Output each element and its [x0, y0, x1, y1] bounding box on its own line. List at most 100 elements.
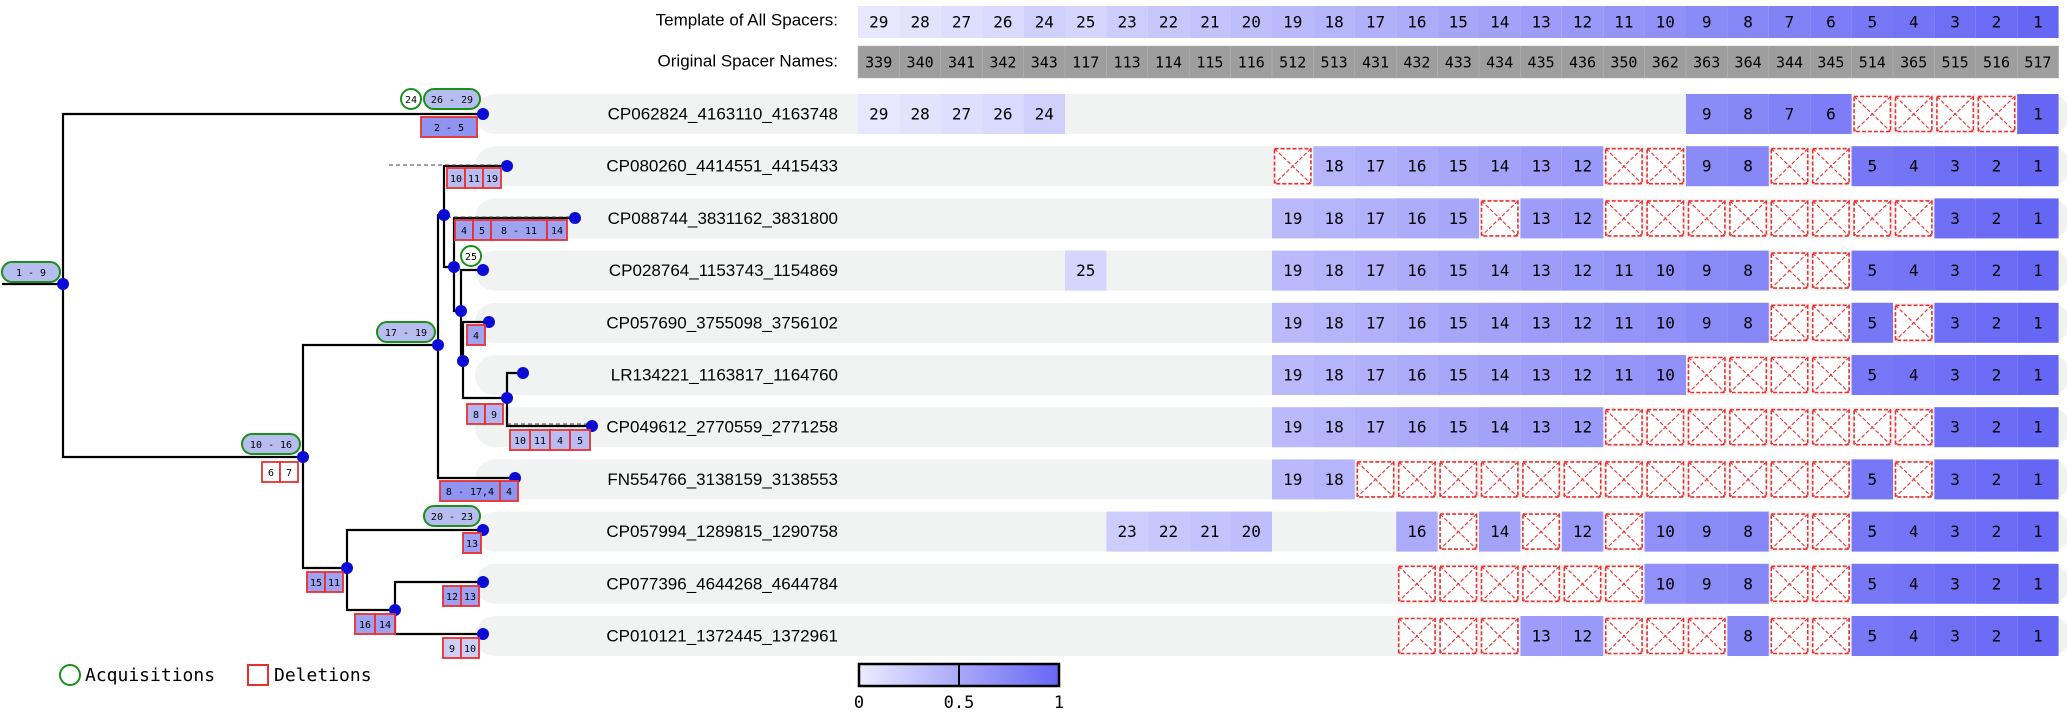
deletion-label: 9 — [449, 644, 455, 655]
template-cell — [1189, 6, 1231, 38]
original-name-label: 341 — [948, 54, 975, 72]
spacer-cell — [1354, 407, 1397, 448]
spacer-cell — [1520, 616, 1562, 656]
original-name-cell — [1147, 45, 1190, 79]
deleted-spacer-cell — [1811, 356, 1850, 394]
colorbar-tick-1: 1 — [1054, 693, 1064, 713]
spacer-cell — [1272, 302, 1314, 343]
template-cell-label: 9 — [1702, 13, 1712, 32]
deleted-spacer-cross — [1812, 618, 1850, 654]
phylogenetic-tree: 1 - 9 10 - 16 6 7 17 - 19 24 26 - 29 2 - 5 10 11 1… — [1, 88, 598, 659]
spacer-cell — [1851, 511, 1893, 552]
spacer-cell-label: 14 — [1490, 261, 1509, 280]
template-cell-label: 4 — [1909, 13, 1919, 32]
template-cell — [1479, 6, 1521, 38]
deleted-spacer-cell — [1894, 408, 1933, 446]
template-cell-label: 28 — [910, 13, 929, 32]
spacer-cell — [1975, 302, 2018, 343]
spacer-cell-label: 8 — [1743, 574, 1753, 593]
spacer-cell — [1437, 198, 1479, 239]
deleted-spacer-cross — [1481, 618, 1519, 654]
spacer-cell — [1934, 302, 1976, 343]
template-cell — [1934, 6, 1976, 38]
spacer-cell — [1189, 511, 1231, 552]
tree-branch — [393, 610, 483, 636]
spacer-cell-label: 14 — [1490, 522, 1509, 541]
spacer-cell — [2017, 94, 2059, 134]
deleted-spacer-cell — [1397, 565, 1436, 603]
deleted-spacer-cell — [1729, 356, 1768, 394]
spacer-cell — [1272, 198, 1314, 239]
original-name-label: 362 — [1652, 54, 1679, 72]
deleted-spacer-cross — [1812, 565, 1850, 602]
spacer-cell-label: 18 — [1324, 418, 1343, 437]
spacer-cell-label: 10 — [1656, 313, 1675, 332]
deletion-label: 11 — [328, 578, 340, 589]
strain-name: CP088744_3831162_3831800 — [608, 209, 838, 228]
spacer-cell-label: 1 — [2033, 209, 2043, 228]
deleted-spacer-cell — [1687, 200, 1726, 237]
deletion-label: 5 — [577, 436, 583, 447]
deletion-box — [324, 571, 344, 593]
spacer-cell — [1479, 511, 1521, 552]
spacer-cell — [1561, 616, 1604, 656]
spacer-cell — [1520, 407, 1562, 448]
tree-node-dot — [432, 339, 444, 351]
spacer-cell-label: 17 — [1366, 157, 1385, 176]
spacer-cell-label: 13 — [1531, 366, 1550, 385]
spacer-cell — [1354, 302, 1397, 343]
spacer-cell-label: 3 — [1950, 366, 1960, 385]
deletion-box — [420, 116, 478, 138]
spacer-cell — [1975, 563, 2018, 604]
deleted-spacer-cell — [1770, 617, 1809, 655]
deletion-label: 4 — [473, 331, 479, 342]
deleted-spacer-cross — [1398, 565, 1436, 602]
deletion-label: 10 — [514, 436, 526, 447]
original-name-label: 114 — [1155, 54, 1182, 72]
original-name-label: 364 — [1735, 54, 1762, 72]
spacer-cell-label: 16 — [1407, 209, 1426, 228]
acquisition-label: 25 — [465, 252, 477, 263]
spacer-cell-label: 29 — [869, 105, 888, 124]
spacer-cell — [982, 94, 1024, 134]
spacer-cell — [1520, 250, 1562, 291]
original-name-label: 113 — [1114, 54, 1141, 72]
deleted-spacer-cell — [1729, 200, 1768, 237]
spacer-cell-label: 17 — [1366, 261, 1385, 280]
spacer-cell — [1272, 459, 1314, 500]
tree-node-dot — [455, 305, 467, 317]
deleted-spacer-cell — [1770, 252, 1809, 289]
spacer-cell — [1768, 94, 1811, 134]
spacer-cell-label: 9 — [1702, 157, 1712, 176]
tree-node-dot — [517, 367, 529, 379]
deleted-spacer-cross — [1895, 409, 1933, 446]
spacer-cell-label: 19 — [1283, 418, 1302, 437]
colorbar-tick-0-5: 0.5 — [944, 693, 975, 713]
original-name-label: 517 — [2024, 54, 2051, 72]
tree-node-dot — [389, 604, 401, 616]
deleted-spacer-cross — [1977, 96, 2016, 132]
deleted-spacer-cross — [1812, 200, 1850, 237]
spacer-cell — [1975, 355, 2018, 395]
spacer-cell-label: 16 — [1407, 313, 1426, 332]
tree-node-dot — [57, 278, 69, 290]
spacer-cell — [1230, 511, 1272, 552]
template-cell-label: 26 — [993, 13, 1012, 32]
original-name-cell — [1395, 45, 1438, 79]
template-cell — [1230, 6, 1272, 38]
tree-node-dot — [477, 576, 489, 588]
original-name-cell — [1892, 45, 1935, 79]
spacer-cell-label: 1 — [2033, 470, 2043, 489]
spacer-cell-label: 6 — [1826, 105, 1836, 124]
deleted-spacer-cell — [1480, 565, 1519, 603]
spacer-cell-label: 3 — [1950, 522, 1960, 541]
deletion-box — [462, 532, 482, 554]
deleted-spacer-cross — [1398, 461, 1436, 498]
spacer-cell-label: 19 — [1283, 261, 1302, 280]
deleted-spacer-cell — [1646, 200, 1685, 237]
deletion-marker: 5 — [569, 429, 591, 451]
spacer-cell — [2017, 198, 2059, 239]
spacer-cell-label: 18 — [1324, 313, 1343, 332]
template-label: Template of All Spacers: — [656, 10, 838, 29]
